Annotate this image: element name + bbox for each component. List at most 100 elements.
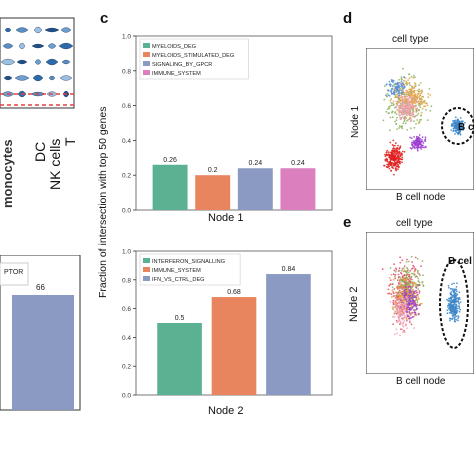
- scatter-point: [427, 96, 430, 99]
- scatter-point: [419, 137, 422, 140]
- scatter-point: [456, 120, 458, 122]
- legend-box: [139, 38, 249, 80]
- scatter-point: [390, 98, 393, 100]
- scatter-point: [457, 317, 459, 320]
- scatter-point: [392, 139, 395, 142]
- scatter-point: [404, 108, 407, 111]
- scatter-point: [416, 271, 419, 274]
- scatter-point: [403, 98, 405, 101]
- scatter-point: [405, 261, 408, 263]
- scatter-point: [421, 136, 424, 139]
- scatter-point: [394, 83, 397, 85]
- scatter-point: [395, 85, 398, 88]
- scatter-point: [400, 85, 402, 88]
- scatter-point: [410, 323, 413, 326]
- scatter-point: [404, 287, 406, 290]
- bar-ifn-vs-ctrl-deg: [266, 274, 311, 395]
- scatter-point: [425, 109, 427, 111]
- scatter-point: [455, 290, 458, 292]
- scatter-d-xlabel: B cell node: [396, 192, 446, 203]
- scatter-point: [395, 307, 397, 310]
- scatter-d-points: [382, 67, 466, 176]
- scatter-point: [453, 320, 456, 323]
- scatter-point: [412, 90, 415, 92]
- scatter-point: [413, 100, 416, 102]
- scatter-point: [398, 319, 400, 321]
- scatter-point: [447, 303, 450, 305]
- y-tick-label: 0.8: [122, 277, 131, 284]
- scatter-point: [404, 309, 407, 312]
- scatter-point: [410, 308, 413, 311]
- scatter-point: [406, 299, 409, 301]
- scatter-point: [458, 291, 461, 294]
- scatter-point: [393, 151, 396, 154]
- scatter-point: [449, 303, 452, 306]
- scatter-point: [406, 115, 408, 117]
- scatter-point: [403, 112, 406, 115]
- scatter-point: [454, 125, 457, 128]
- y-tick-label: 0.2: [122, 173, 131, 180]
- violin-mark: [2, 43, 14, 49]
- scatter-point: [449, 300, 452, 302]
- scatter-point: [416, 269, 419, 272]
- scatter-point: [452, 307, 454, 310]
- scatter-point: [414, 283, 417, 285]
- scatter-point: [458, 120, 461, 123]
- legend-swatch: [143, 61, 150, 66]
- scatter-point: [391, 286, 394, 289]
- scatter-point: [400, 80, 403, 83]
- scatter-point: [422, 284, 425, 286]
- bar-data-label: 0.24: [248, 160, 262, 167]
- left-bar-svg: [0, 255, 81, 411]
- scatter-point: [396, 156, 399, 158]
- scatter-point: [415, 308, 418, 310]
- bar-signaling-by-gpcr: [237, 168, 273, 210]
- scatter-point: [401, 100, 404, 103]
- scatter-point: [401, 156, 404, 159]
- scatter-point: [396, 116, 398, 119]
- scatter-point: [393, 92, 395, 94]
- scatter-point: [397, 154, 400, 156]
- scatter-point: [392, 147, 394, 150]
- scatter-point: [408, 291, 411, 294]
- left-bar-mark: [12, 295, 74, 410]
- chart-node2-group: 0.0 0.2 0.4 0.6 0.8 1.0 0.5 0.68 0.84 INTERFERON_…: [122, 249, 333, 400]
- scatter-point: [397, 273, 400, 276]
- scatter-point: [458, 306, 461, 308]
- y-tick-label: 0.0: [122, 393, 131, 400]
- scatter-point: [410, 276, 413, 278]
- scatter-point: [420, 144, 423, 147]
- scatter-point: [415, 285, 418, 288]
- scatter-point: [399, 118, 402, 121]
- scatter-point: [403, 269, 406, 272]
- scatter-point: [397, 157, 400, 160]
- scatter-point: [452, 129, 455, 132]
- scatter-point: [386, 108, 389, 110]
- scatter-point: [400, 309, 403, 312]
- legend-swatch: [143, 70, 150, 75]
- scatter-point: [417, 298, 420, 300]
- scatter-point: [417, 313, 420, 316]
- scatter-point: [399, 280, 401, 283]
- scatter-point: [398, 269, 401, 272]
- scatter-point: [396, 104, 398, 107]
- scatter-point: [387, 151, 390, 154]
- y-tick-label: 0.4: [122, 138, 131, 145]
- scatter-point: [411, 99, 413, 102]
- scatter-point: [383, 164, 386, 167]
- scatter-point: [406, 267, 408, 269]
- scatter-point: [419, 274, 422, 277]
- scatter-point: [389, 154, 391, 157]
- scatter-point: [405, 276, 408, 279]
- scatter-point: [411, 316, 414, 318]
- scatter-point: [405, 316, 408, 319]
- scatter-point: [398, 96, 401, 99]
- scatter-point: [397, 166, 400, 169]
- scatter-point: [411, 107, 414, 110]
- scatter-point: [453, 317, 456, 320]
- scatter-point: [392, 283, 394, 285]
- scatter-point: [449, 319, 451, 322]
- scatter-point: [394, 311, 397, 314]
- bar-data-label: 0.2: [208, 167, 218, 174]
- scatter-point: [419, 94, 422, 97]
